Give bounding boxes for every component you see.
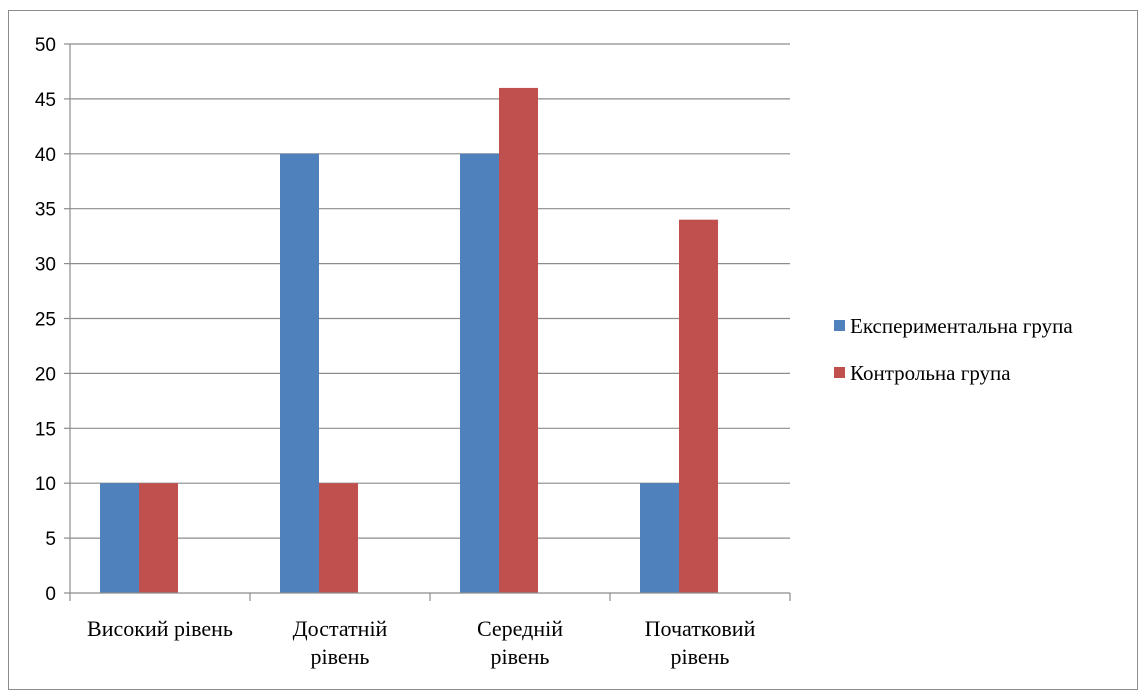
bar-experimental-3 (460, 153, 499, 594)
x-axis-ticks: Високий рівень Достатній рівень Середній рів… (69, 593, 791, 669)
bar-control-4 (679, 219, 718, 593)
x-tick-label: рівень (311, 644, 370, 669)
y-tick-label: 35 (35, 200, 56, 221)
y-tick-label: 15 (35, 419, 56, 440)
x-tick-label: Достатній (293, 616, 388, 641)
chart-frame: 0 5 10 15 20 25 30 35 40 45 50 Високий рівень Доста… (8, 10, 1138, 690)
x-tick-label: рівень (491, 644, 550, 669)
y-tick-label: 50 (35, 35, 56, 56)
legend-label: Експериментальна група (850, 314, 1073, 338)
bar-control-3 (499, 87, 538, 594)
bar-experimental-2 (280, 153, 319, 594)
bar-control-2 (319, 483, 358, 593)
y-axis-ticks: 0 5 10 15 20 25 30 35 40 45 50 (35, 35, 70, 605)
y-tick-label: 20 (35, 364, 56, 385)
gridlines (70, 43, 790, 539)
x-tick-label: Початковий (645, 616, 756, 641)
legend: Експериментальна група Контрольна група (834, 314, 1073, 385)
y-tick-label: 5 (45, 529, 56, 550)
bars (100, 87, 718, 594)
x-tick-label: Високий рівень (87, 616, 233, 641)
bar-experimental-4 (640, 483, 679, 593)
legend-swatch (834, 320, 845, 331)
bar-control-1 (139, 483, 178, 593)
y-tick-label: 25 (35, 310, 56, 331)
x-tick-label: Середній (477, 616, 563, 641)
y-tick-label: 40 (35, 145, 56, 166)
bar-experimental-1 (100, 483, 139, 593)
y-tick-label: 10 (35, 474, 56, 495)
legend-swatch (834, 367, 845, 378)
x-tick-label: рівень (671, 644, 730, 669)
y-tick-label: 30 (35, 255, 56, 276)
y-tick-label: 45 (35, 90, 56, 111)
y-tick-label: 0 (45, 584, 56, 605)
legend-label: Контрольна група (850, 361, 1011, 385)
